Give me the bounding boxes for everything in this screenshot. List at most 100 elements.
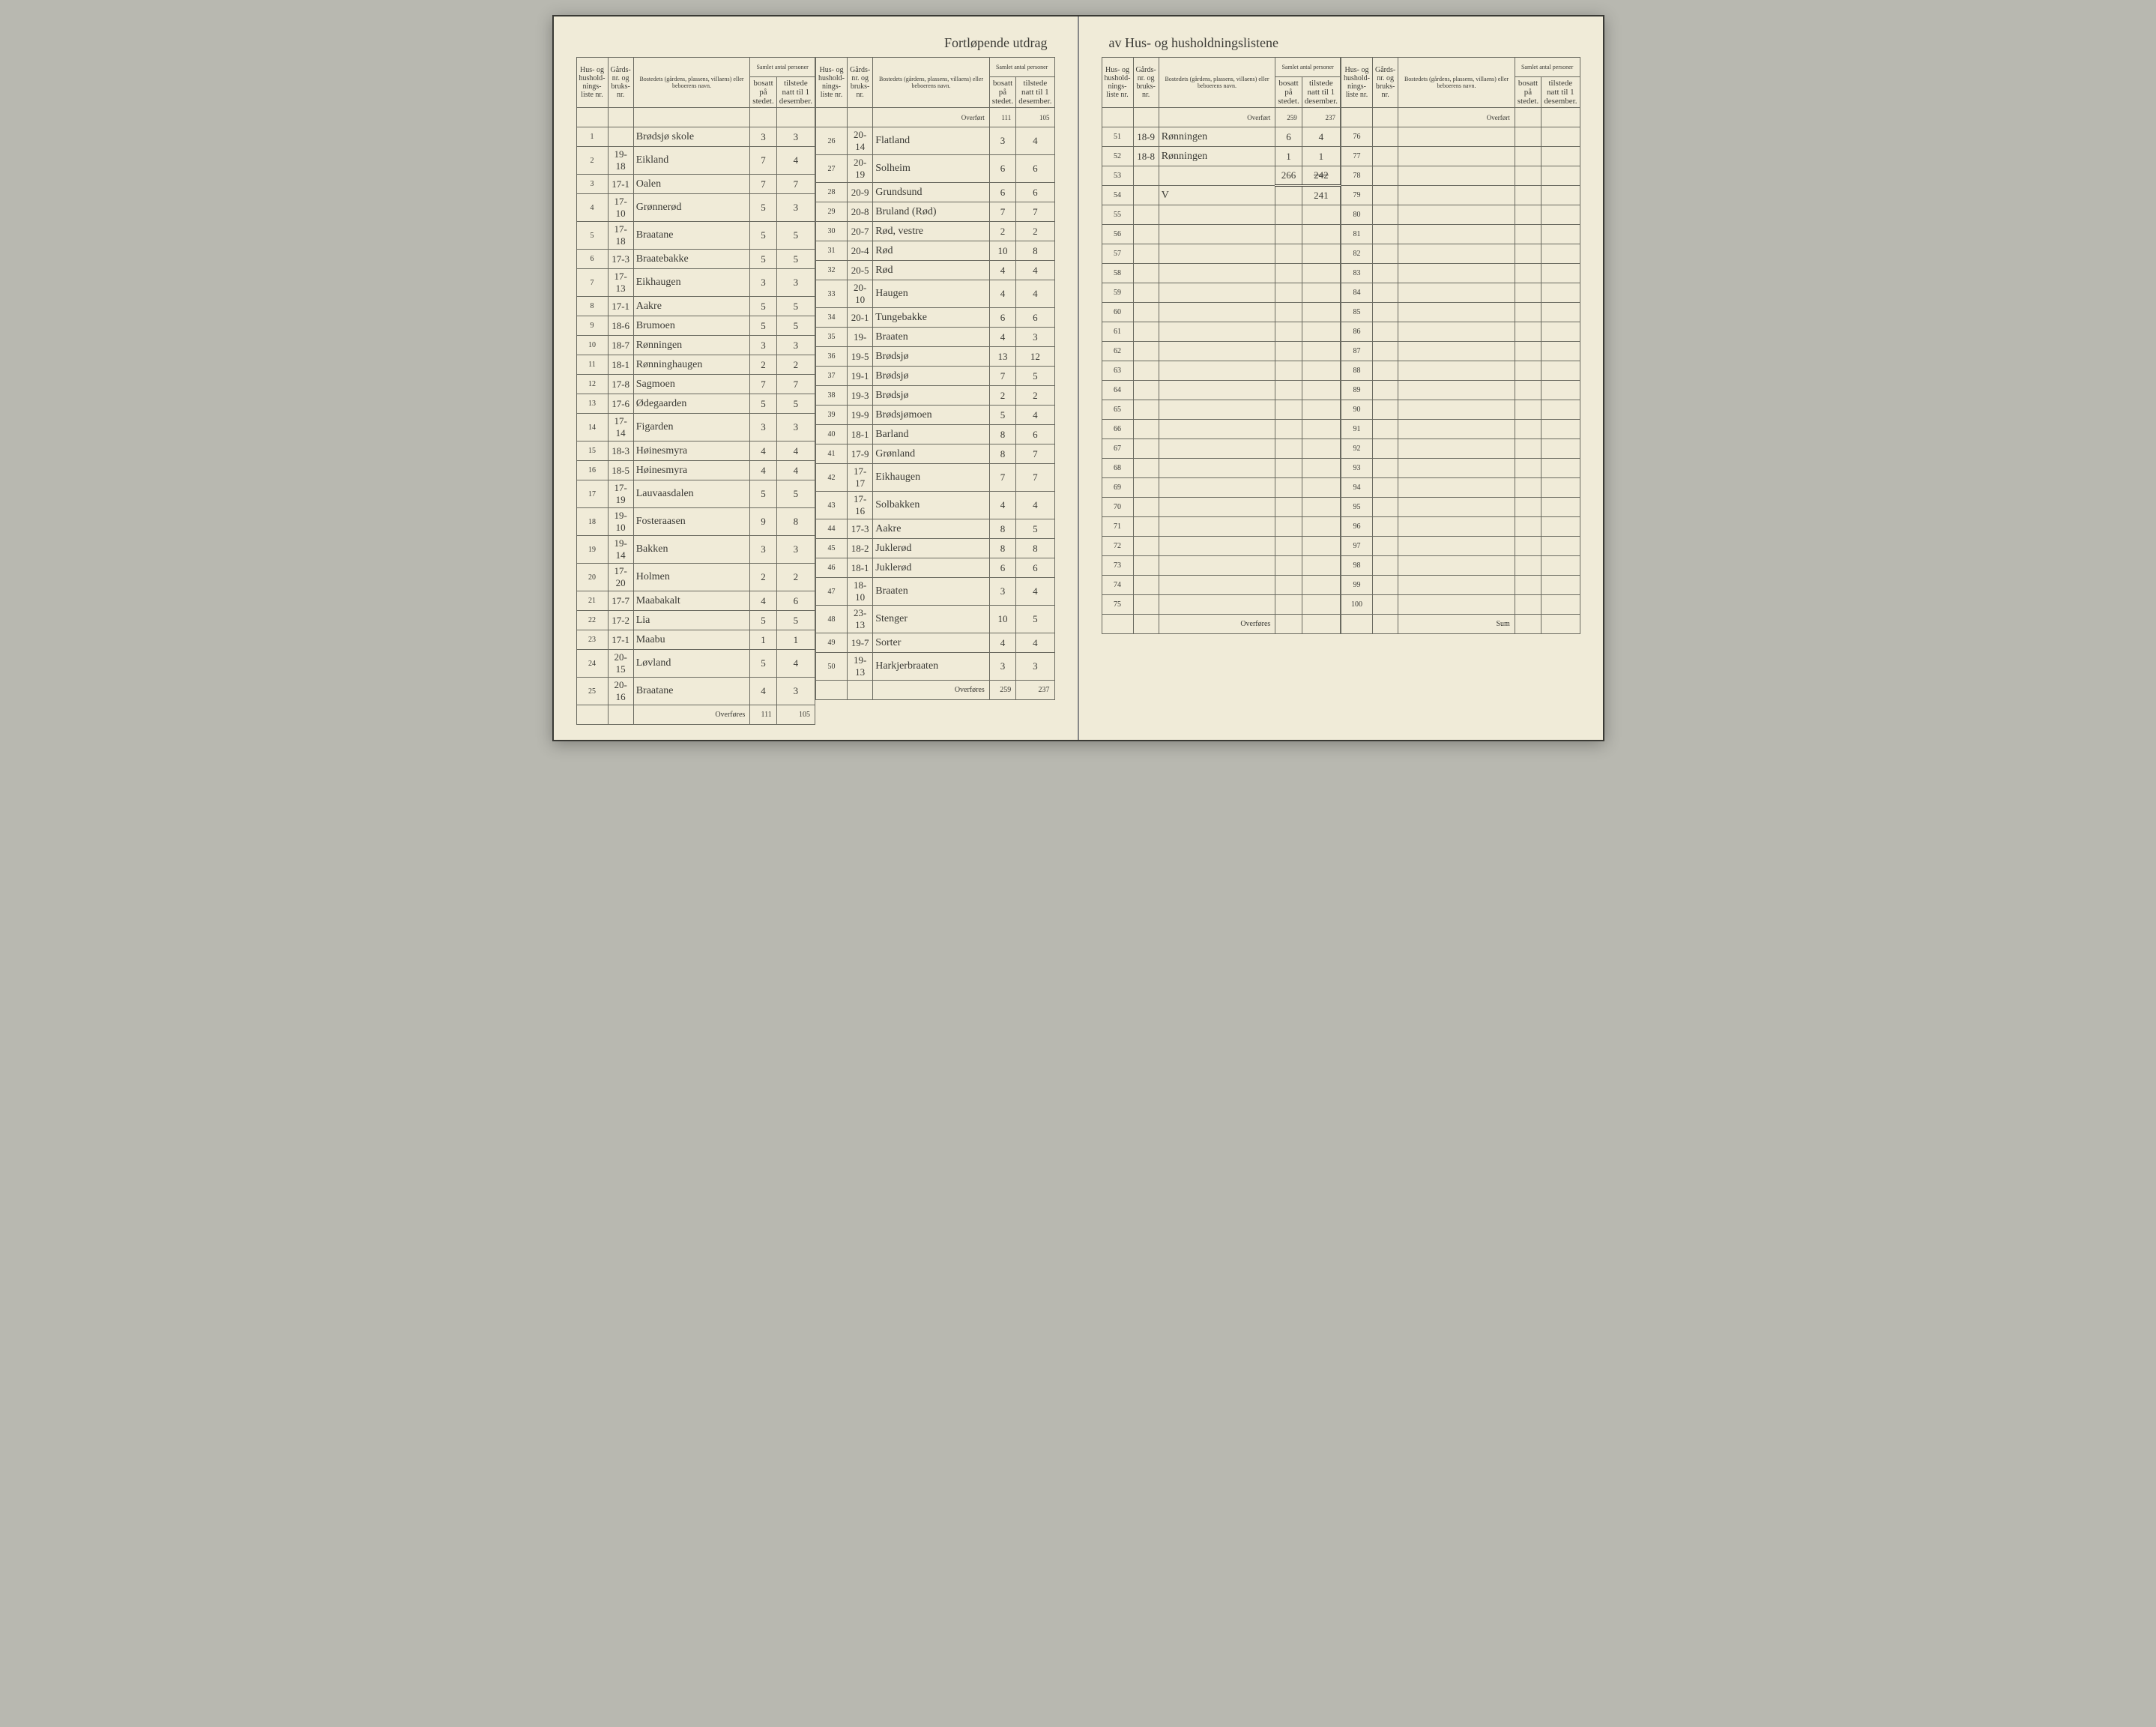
right-page: av Hus- og husholdningslistene Hus- og h…	[1078, 16, 1603, 740]
table-row: 79	[1341, 186, 1580, 205]
table-row: 16 18-5 Høinesmyra 4 4	[576, 461, 815, 480]
table-row: 84	[1341, 283, 1580, 303]
table-row: 7 17-13 Eikhaugen 3 3	[576, 269, 815, 297]
overfores-row: Overføres 111 105	[576, 705, 815, 725]
table-row: 23 17-1 Maabu 1 1	[576, 630, 815, 650]
table-row: 95	[1341, 498, 1580, 517]
table-row: 80	[1341, 205, 1580, 225]
table-row: 10 18-7 Rønningen 3 3	[576, 336, 815, 355]
table-row: 29 20-8 Bruland (Rød) 7 7	[816, 202, 1055, 222]
table-row: 62	[1102, 342, 1341, 361]
table-row: 77	[1341, 147, 1580, 166]
table-row: 97	[1341, 537, 1580, 556]
table-row: 22 17-2 Lia 5 5	[576, 611, 815, 630]
table-row: 66	[1102, 420, 1341, 439]
table-row: 63	[1102, 361, 1341, 381]
table-row: 69	[1102, 478, 1341, 498]
table-row: 11 18-1 Rønninghaugen 2 2	[576, 355, 815, 375]
table-row: 44 17-3 Aakre 8 5	[816, 519, 1055, 539]
table-row: 85	[1341, 303, 1580, 322]
overfort-row: Overført	[1341, 108, 1580, 127]
ledger-table: Hus- og hushold-nings-liste nr. Gårds-nr…	[1102, 57, 1341, 634]
table-row: 56	[1102, 225, 1341, 244]
table-row: 2 19-18 Eikland 7 4	[576, 147, 815, 175]
table-row: 94	[1341, 478, 1580, 498]
table-row: 27 20-19 Solheim 6 6	[816, 155, 1055, 183]
table-row: 60	[1102, 303, 1341, 322]
table-row: 13 17-6 Ødegaarden 5 5	[576, 394, 815, 414]
table-row: 34 20-1 Tungebakke 6 6	[816, 308, 1055, 328]
table-row: 25 20-16 Braatane 4 3	[576, 678, 815, 705]
table-row: 93	[1341, 459, 1580, 478]
table-row: 52 18-8 Rønningen 1 1	[1102, 147, 1341, 166]
table-row: 71	[1102, 517, 1341, 537]
table-row: 81	[1341, 225, 1580, 244]
table-row: 26 20-14 Flatland 3 4	[816, 127, 1055, 155]
table-row: 61	[1102, 322, 1341, 342]
table-row: 82	[1341, 244, 1580, 264]
table-row: 47 18-10 Braaten 3 4	[816, 578, 1055, 606]
table-row: 86	[1341, 322, 1580, 342]
table-row: 87	[1341, 342, 1580, 361]
table-row: 39 19-9 Brødsjømoen 5 4	[816, 406, 1055, 425]
table-row: 72	[1102, 537, 1341, 556]
overfores-row: Overføres	[1102, 615, 1341, 634]
table-row: 32 20-5 Rød 4 4	[816, 261, 1055, 280]
table-row: 17 17-19 Lauvaasdalen 5 5	[576, 480, 815, 508]
table-row: 5 17-18 Braatane 5 5	[576, 222, 815, 250]
table-row: 31 20-4 Rød 10 8	[816, 241, 1055, 261]
table-row: 48 23-13 Stenger 10 5	[816, 606, 1055, 633]
table-row: 57	[1102, 244, 1341, 264]
table-row: 14 17-14 Figarden 3 3	[576, 414, 815, 441]
table-row: 55	[1102, 205, 1341, 225]
overfores-row: Sum	[1341, 615, 1580, 634]
table-row: 78	[1341, 166, 1580, 186]
table-row: 20 17-20 Holmen 2 2	[576, 564, 815, 591]
overfort-row	[576, 108, 815, 127]
table-row: 4 17-10 Grønnerød 5 3	[576, 194, 815, 222]
ledger-table: Hus- og hushold-nings-liste nr. Gårds-nr…	[576, 57, 816, 725]
table-row: 89	[1341, 381, 1580, 400]
table-row: 65	[1102, 400, 1341, 420]
table-row: 42 17-17 Eikhaugen 7 7	[816, 464, 1055, 492]
table-row: 54 V 241	[1102, 186, 1341, 205]
table-row: 36 19-5 Brødsjø 13 12	[816, 347, 1055, 367]
table-row: 70	[1102, 498, 1341, 517]
table-row: 37 19-1 Brødsjø 7 5	[816, 367, 1055, 386]
table-row: 30 20-7 Rød, vestre 2 2	[816, 222, 1055, 241]
table-row: 38 19-3 Brødsjø 2 2	[816, 386, 1055, 406]
table-row: 64	[1102, 381, 1341, 400]
table-row: 45 18-2 Juklerød 8 8	[816, 539, 1055, 558]
table-row: 50 19-13 Harkjerbraaten 3 3	[816, 653, 1055, 681]
table-row: 43 17-16 Solbakken 4 4	[816, 492, 1055, 519]
table-row: 91	[1341, 420, 1580, 439]
ledger-table: Hus- og hushold-nings-liste nr. Gårds-nr…	[1341, 57, 1580, 634]
table-row: 53 266 242	[1102, 166, 1341, 186]
left-pane: Hus- og hushold-nings-liste nr. Gårds-nr…	[576, 57, 1055, 725]
table-row: 90	[1341, 400, 1580, 420]
title-right: av Hus- og husholdningslistene	[1102, 35, 1580, 51]
left-page: Fortløpende utdrag Hus- og hushold-nings…	[554, 16, 1078, 740]
table-row: 75	[1102, 595, 1341, 615]
table-row: 6 17-3 Braatebakke 5 5	[576, 250, 815, 269]
table-row: 40 18-1 Barland 8 6	[816, 425, 1055, 444]
overfort-row: Overført 259 237	[1102, 108, 1341, 127]
right-pane: Hus- og hushold-nings-liste nr. Gårds-nr…	[1102, 57, 1580, 634]
table-row: 67	[1102, 439, 1341, 459]
table-row: 92	[1341, 439, 1580, 459]
title-left: Fortløpende utdrag	[576, 35, 1055, 51]
table-row: 49 19-7 Sorter 4 4	[816, 633, 1055, 653]
table-row: 18 19-10 Fosteraasen 9 8	[576, 508, 815, 536]
table-row: 15 18-3 Høinesmyra 4 4	[576, 441, 815, 461]
overfort-row: Overført 111 105	[816, 108, 1055, 127]
table-row: 68	[1102, 459, 1341, 478]
table-row: 96	[1341, 517, 1580, 537]
table-row: 12 17-8 Sagmoen 7 7	[576, 375, 815, 394]
table-row: 98	[1341, 556, 1580, 576]
table-row: 59	[1102, 283, 1341, 303]
table-row: 28 20-9 Grundsund 6 6	[816, 183, 1055, 202]
table-row: 41 17-9 Grønland 8 7	[816, 444, 1055, 464]
overfores-row: Overføres 259 237	[816, 681, 1055, 700]
table-row: 74	[1102, 576, 1341, 595]
table-row: 9 18-6 Brumoen 5 5	[576, 316, 815, 336]
